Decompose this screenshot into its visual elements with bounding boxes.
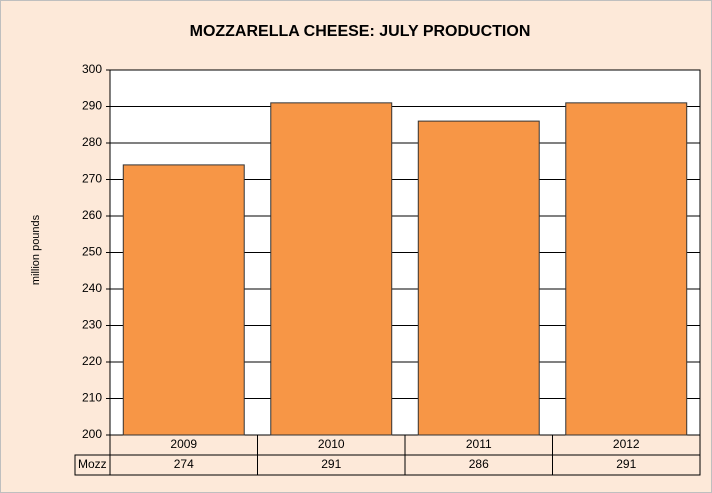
- y-tick-label: 270: [82, 172, 102, 186]
- bar: [270, 102, 393, 436]
- data-table-value: 291: [321, 457, 341, 471]
- y-tick-label: 260: [82, 208, 102, 222]
- chart-title: MOZZARELLA CHEESE: JULY PRODUCTION: [190, 23, 531, 40]
- y-tick-label: 220: [82, 354, 102, 368]
- bar: [122, 164, 245, 436]
- y-axis-label: million pounds: [30, 214, 42, 285]
- x-tick-label: 2010: [318, 437, 345, 451]
- y-tick-label: 200: [82, 427, 102, 441]
- data-table-value: 291: [616, 457, 636, 471]
- y-tick-label: 210: [82, 391, 102, 405]
- data-table-value: 286: [469, 457, 489, 471]
- y-tick-label: 290: [82, 99, 102, 113]
- y-tick-label: 230: [82, 318, 102, 332]
- x-tick-label: 2009: [170, 437, 197, 451]
- y-tick-label: 250: [82, 245, 102, 259]
- y-tick-label: 280: [82, 135, 102, 149]
- legend-label: Mozz: [78, 457, 107, 471]
- y-tick-label: 240: [82, 281, 102, 295]
- y-tick-label: 300: [82, 62, 102, 76]
- x-tick-label: 2011: [466, 437, 492, 451]
- data-table-value: 274: [174, 457, 194, 471]
- bar: [417, 120, 540, 436]
- x-tick-label: 2012: [613, 437, 640, 451]
- bar: [565, 102, 688, 436]
